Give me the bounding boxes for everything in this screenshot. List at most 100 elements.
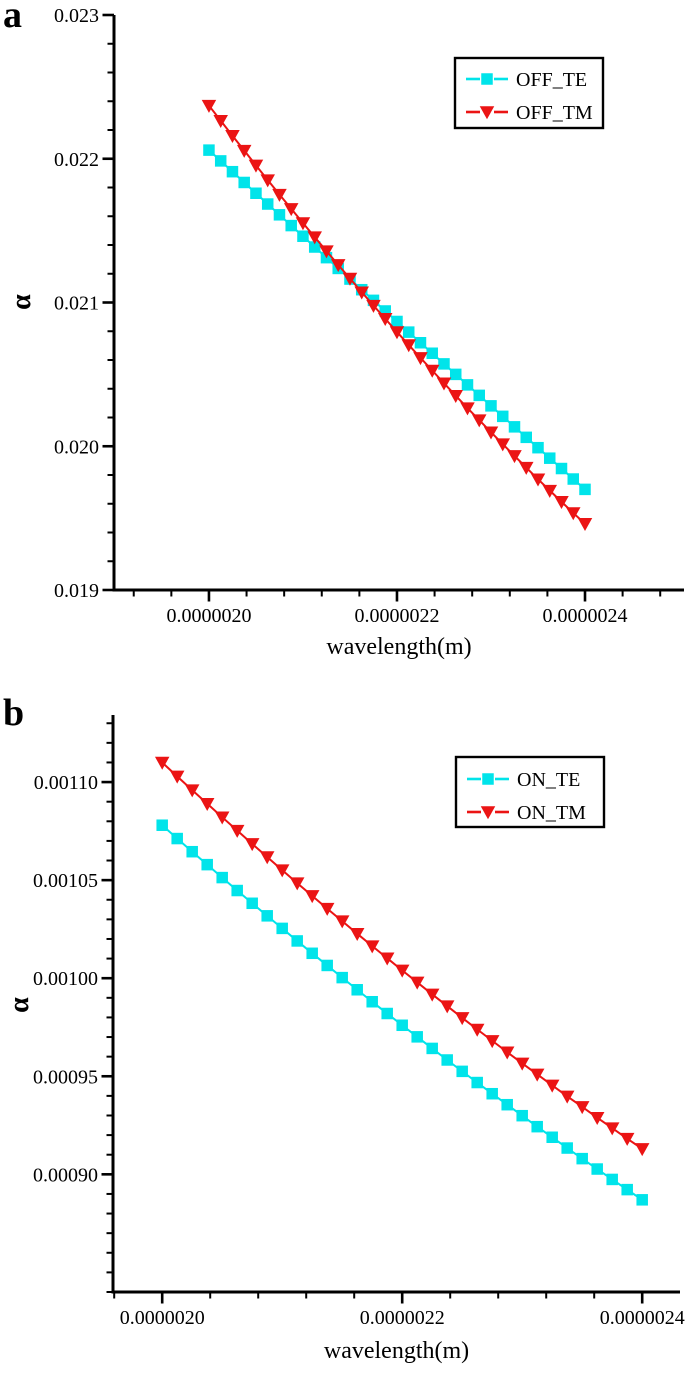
triangle-down-marker-icon: [542, 484, 557, 498]
triangle-down-marker-icon: [274, 864, 290, 878]
triangle-down-marker-icon: [424, 988, 440, 1002]
square-marker-icon: [231, 884, 243, 897]
square-marker-icon: [246, 897, 258, 910]
square-marker-icon: [636, 1194, 648, 1206]
chart-panel-a: 0.0000020 0.0000022 0.0000024 0.019 0.020 0.0…: [6, 5, 684, 660]
square-marker-icon: [543, 452, 556, 464]
square-marker-icon: [306, 947, 318, 960]
triangle-down-marker-icon: [413, 352, 428, 366]
square-marker-icon: [531, 1120, 543, 1133]
triangle-down-marker-icon: [518, 461, 534, 475]
triangle-down-marker-icon: [259, 851, 275, 865]
square-marker-icon: [391, 315, 403, 328]
triangle-down-marker-icon: [389, 326, 405, 340]
triangle-down-marker-icon: [342, 272, 358, 286]
legend-label: ON_TE: [517, 769, 580, 791]
square-marker-icon: [291, 935, 303, 947]
square-marker-icon: [485, 400, 497, 412]
triangle-down-marker-icon: [213, 114, 228, 128]
square-marker-icon: [438, 358, 450, 370]
square-marker-icon: [555, 462, 568, 475]
square-marker-icon: [379, 305, 391, 317]
y-tick-label: 0.00090: [33, 1164, 98, 1186]
triangle-down-marker-icon: [272, 188, 287, 202]
square-marker-icon: [449, 368, 462, 381]
square-marker-icon: [321, 959, 333, 972]
triangle-down-marker-icon: [319, 902, 335, 916]
y-tick-label: 0.020: [54, 436, 99, 458]
triangle-down-marker-icon: [304, 890, 320, 904]
triangle-down-marker-icon: [334, 915, 350, 929]
legend: OFF_TE OFF_TM: [453, 56, 605, 130]
square-marker-icon: [285, 219, 297, 232]
square-marker-icon: [579, 483, 591, 496]
series-ON_TE: [156, 819, 648, 1206]
triangle-down-marker-icon: [366, 299, 381, 313]
triangle-down-marker-icon: [604, 1122, 620, 1136]
square-marker-icon: [473, 389, 485, 402]
square-marker-icon: [261, 910, 273, 922]
square-marker-icon: [214, 155, 227, 167]
square-marker-icon: [297, 230, 309, 242]
x-tick-label: 0.0000022: [360, 1307, 445, 1329]
triangle-down-marker-icon: [448, 389, 463, 403]
triangle-down-marker-icon: [295, 217, 311, 231]
square-marker-icon: [308, 241, 321, 253]
triangle-down-marker-icon: [514, 1057, 530, 1071]
square-marker-icon: [250, 187, 262, 199]
triangle-down-marker-icon: [439, 1000, 455, 1014]
triangle-down-marker-icon: [634, 1143, 650, 1157]
triangle-down-marker-icon: [577, 518, 593, 532]
square-marker-icon: [381, 1007, 393, 1020]
triangle-down-marker-icon: [289, 877, 305, 891]
legend-box: [454, 755, 606, 829]
x-tick-label: 0.0000020: [166, 605, 251, 627]
square-marker-icon: [336, 971, 348, 984]
x-axis-title: wavelength(m): [324, 1338, 469, 1364]
triangle-down-marker-icon: [201, 99, 217, 113]
triangle-down-marker-icon: [566, 507, 581, 521]
triangle-down-marker-icon: [199, 797, 215, 811]
triangle-down-marker-icon: [236, 144, 252, 158]
x-tick-label: 0.0000022: [354, 605, 439, 627]
triangle-down-marker-icon: [554, 496, 569, 510]
square-marker-icon: [561, 1142, 573, 1154]
square-marker-icon: [532, 441, 544, 454]
legend-box: [453, 56, 605, 130]
square-marker-icon: [486, 1087, 498, 1100]
triangle-down-marker-icon: [354, 286, 369, 300]
y-tick-label: 0.00105: [33, 870, 98, 892]
triangle-down-marker-icon: [330, 259, 346, 273]
triangle-down-marker-icon: [260, 174, 275, 188]
triangle-down-marker-icon: [499, 1046, 515, 1060]
triangle-down-marker-icon: [283, 203, 299, 217]
y-tick-label: 0.00095: [33, 1066, 98, 1088]
x-tick-label: 0.0000024: [543, 605, 628, 627]
square-marker-icon: [171, 832, 183, 845]
triangle-down-marker-icon: [480, 806, 496, 820]
triangle-down-marker-icon: [248, 159, 264, 173]
square-marker-icon: [273, 209, 286, 221]
series-OFF_TE: [203, 144, 591, 496]
triangle-down-marker-icon: [507, 450, 522, 464]
square-marker-icon: [276, 922, 288, 935]
square-marker-icon: [461, 379, 474, 391]
square-marker-icon: [546, 1131, 558, 1144]
series-ON_TM: [154, 756, 650, 1157]
square-marker-icon: [186, 845, 198, 858]
triangle-down-marker-icon: [319, 245, 334, 259]
triangle-down-marker-icon: [229, 824, 245, 838]
triangle-down-marker-icon: [495, 438, 510, 452]
series-OFF_TM: [201, 99, 593, 532]
square-marker-icon: [471, 1076, 483, 1089]
y-axis-title: α: [6, 294, 37, 310]
square-marker-icon: [456, 1065, 468, 1078]
series-line: [208, 104, 586, 525]
y-axis-title: α: [4, 997, 35, 1013]
y-tick-label: 0.022: [54, 149, 99, 171]
square-marker-icon: [567, 473, 580, 485]
triangle-down-marker-icon: [349, 927, 365, 941]
square-marker-icon: [156, 819, 168, 831]
triangle-down-marker-icon: [454, 1012, 470, 1026]
